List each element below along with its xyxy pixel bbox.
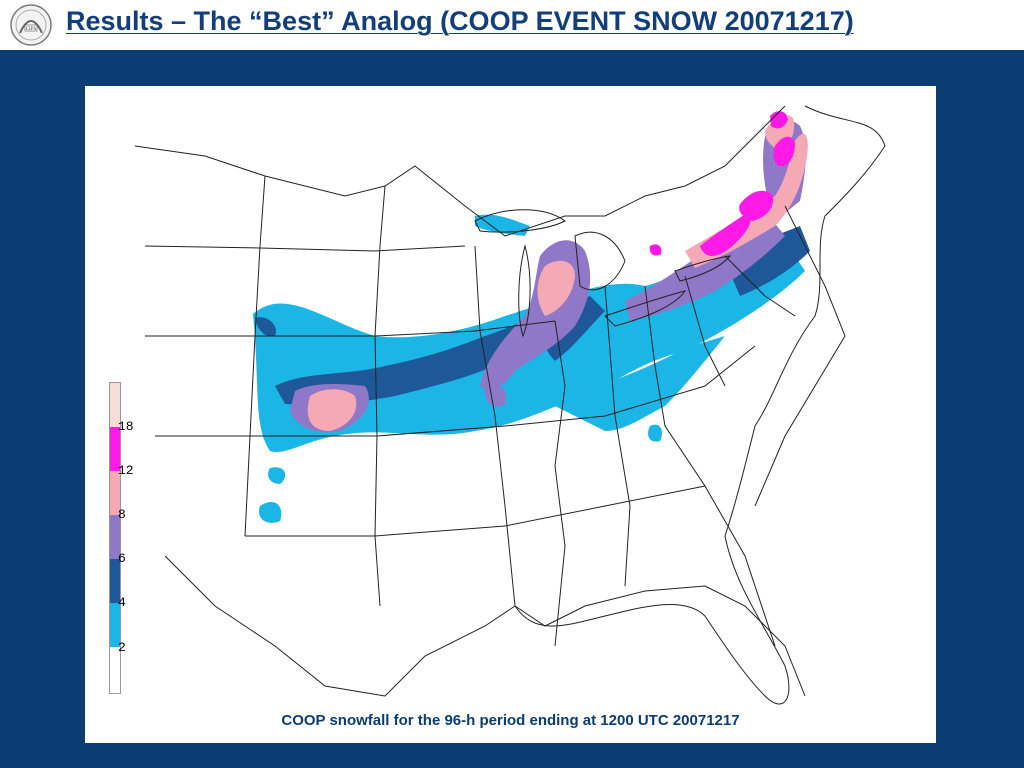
- legend-bar-12-18: [110, 427, 120, 471]
- legend-label-18: 18: [118, 419, 134, 434]
- legend-label-4: 4: [118, 595, 126, 610]
- snowfall-map-figure: 18 12 8 6 4 2 COOP snowfall for the 96-h…: [85, 86, 936, 743]
- legend-label-2: 2: [118, 640, 126, 655]
- cips-seal-logo: CIPS: [10, 4, 52, 46]
- snowfall-map: [134, 105, 886, 705]
- figure-caption: COOP snowfall for the 96-h period ending…: [281, 712, 740, 729]
- legend-label-6: 6: [118, 551, 126, 566]
- slide-title: Results – The “Best” Analog (COOP EVENT …: [66, 6, 854, 36]
- legend-bar-0-2: [110, 647, 120, 693]
- snowfall-color-legend: [109, 382, 121, 694]
- svg-text:CIPS: CIPS: [26, 27, 37, 32]
- legend-label-8: 8: [118, 507, 126, 522]
- coastline: [514, 105, 886, 705]
- legend-bar-2-4: [110, 603, 120, 647]
- title-bar: CIPS Results – The “Best” Analog (COOP E…: [0, 0, 1024, 52]
- snowfall-12-18-areas: [649, 111, 795, 256]
- great-lakes: [474, 209, 732, 338]
- legend-bar-6-8: [110, 515, 120, 559]
- state-boundaries: [134, 105, 846, 697]
- legend-bar-4-6: [110, 559, 120, 603]
- legend-bar-top: [110, 383, 120, 427]
- legend-label-12: 12: [118, 463, 134, 478]
- legend-bar-8-12: [110, 471, 120, 515]
